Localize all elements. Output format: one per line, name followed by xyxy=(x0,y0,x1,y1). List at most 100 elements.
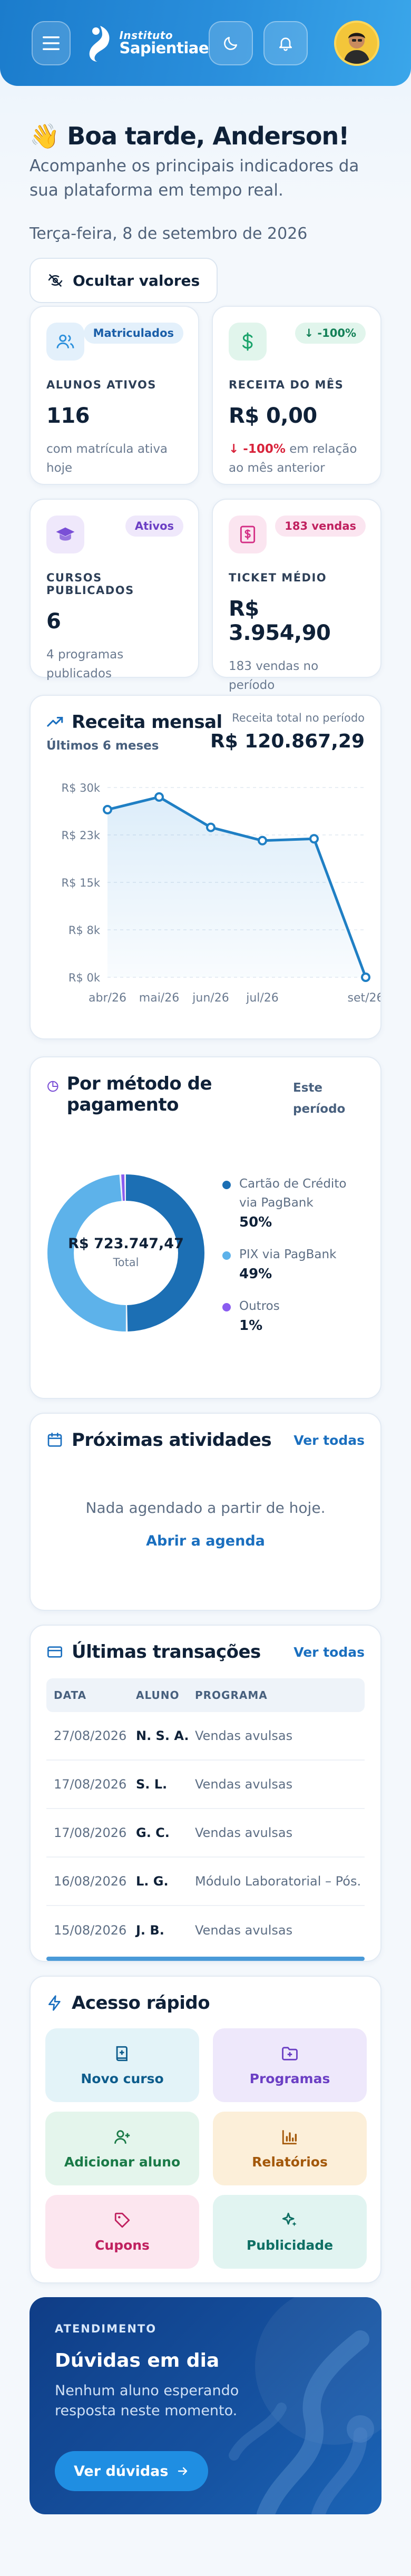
status-badge: Ativos xyxy=(125,516,183,537)
quick-access-header: Acesso rápido xyxy=(46,1992,210,2014)
revenue-chart-card: Receita mensal Últimos 6 meses Receita t… xyxy=(30,695,381,1039)
stat-value: R$ 3.954,90 xyxy=(229,597,331,645)
stat-card-month-revenue[interactable]: ↓ -100% RECEITA DO MÊS R$ 0,00 ↓ -100% e… xyxy=(212,306,381,485)
table-row[interactable]: 16/08/2026 L. G. Módulo Laboratorial – Pós… xyxy=(46,1858,365,1906)
transactions-title: Últimas transações xyxy=(72,1641,261,1663)
revenue-header: Receita mensal xyxy=(46,712,222,733)
quick-add-student[interactable]: Adicionar aluno xyxy=(45,2112,199,2185)
stat-value: 116 xyxy=(46,404,90,428)
support-eyebrow: ATENDIMENTO xyxy=(55,2322,157,2335)
stat-label: RECEITA DO MÊS xyxy=(229,378,344,391)
notifications-button[interactable] xyxy=(263,21,308,65)
table-row[interactable]: 15/08/2026 J. B. Vendas avulsas xyxy=(46,1906,365,1955)
legend-dot xyxy=(222,1251,231,1260)
greeting-section: 👋 Boa tarde, Anderson! Acompanhe os prin… xyxy=(0,86,411,303)
user-avatar[interactable] xyxy=(334,20,379,66)
row-date: 27/08/2026 xyxy=(54,1728,127,1743)
row-program: Vendas avulsas xyxy=(195,1825,293,1840)
activities-title: Próximas atividades xyxy=(72,1430,272,1451)
activities-header: Próximas atividades xyxy=(46,1430,272,1451)
credit-card-icon xyxy=(47,1646,62,1658)
row-program: Vendas avulsas xyxy=(195,1777,293,1792)
brand-logo[interactable]: Instituto Sapientiae xyxy=(84,24,209,63)
legend-label: Cartão de Crédito via PagBank xyxy=(239,1177,347,1210)
x-tick-label: jun/26 xyxy=(192,991,229,1005)
stat-card-published-courses[interactable]: Ativos CURSOS PUBLICADOS 6 4 programas p… xyxy=(30,499,199,681)
support-text: Nenhum aluno esperando resposta neste mo… xyxy=(55,2383,239,2419)
transactions-see-all-link[interactable]: Ver todas xyxy=(293,1644,365,1660)
top-header: Instituto Sapientiae xyxy=(0,0,411,86)
support-card: ATENDIMENTO Dúvidas em dia Nenhum aluno … xyxy=(30,2297,381,2514)
stat-card-average-ticket[interactable]: 183 vendas TICKET MÉDIO R$ 3.954,90 183 … xyxy=(212,499,381,692)
activities-see-all-link[interactable]: Ver todas xyxy=(293,1433,365,1448)
stat-sub: 183 vendas no período xyxy=(229,659,319,692)
series-area xyxy=(107,797,366,977)
view-questions-button[interactable]: Ver dúvidas xyxy=(55,2451,209,2491)
greeting-subtitle: Acompanhe os principais indicadores da s… xyxy=(30,157,359,200)
row-program: Vendas avulsas xyxy=(195,1923,293,1938)
legend-label: PIX via PagBank xyxy=(239,1248,337,1261)
data-point[interactable] xyxy=(103,805,112,814)
status-badge: 183 vendas xyxy=(275,516,366,537)
quick-advertising[interactable]: Publicidade xyxy=(213,2195,367,2269)
row-student: L. G. xyxy=(136,1874,169,1889)
table-row[interactable]: 27/08/2026 N. S. A. Vendas avulsas xyxy=(46,1712,365,1761)
logo-mark-icon xyxy=(90,25,110,62)
quick-new-course[interactable]: Novo curso xyxy=(45,2028,199,2102)
table-row[interactable]: 17/08/2026 S. L. Vendas avulsas xyxy=(46,1761,365,1809)
activities-card: Próximas atividades Ver todas Nada agend… xyxy=(30,1413,381,1611)
payment-header: Por método de pagamento xyxy=(46,1073,257,1115)
folder-plus-icon xyxy=(282,2046,298,2060)
quick-programs[interactable]: Programas xyxy=(213,2028,367,2102)
menu-button[interactable] xyxy=(32,21,71,65)
book-plus-icon xyxy=(116,2046,128,2061)
transactions-table-body: 27/08/2026 N. S. A. Vendas avulsas 17/08/2… xyxy=(46,1712,365,1955)
quick-reports[interactable]: Relatórios xyxy=(213,2112,367,2185)
data-point[interactable] xyxy=(361,973,370,982)
revenue-line-chart: R$ 0k R$ 8k R$ 15k R$ 23k R$ 30k abr/26 mai/26… xyxy=(61,782,380,1005)
legend-pct: 49% xyxy=(239,1266,272,1282)
stat-sub-text: em relação ao mês anterior xyxy=(229,442,357,475)
legend-item: Outros 1% xyxy=(222,1297,375,1334)
x-tick-label: set/26 xyxy=(347,991,380,1005)
x-tick-label: abr/26 xyxy=(89,991,126,1005)
open-agenda-link[interactable]: Abrir a agenda xyxy=(146,1533,265,1549)
quick-coupons[interactable]: Cupons xyxy=(45,2195,199,2269)
hide-values-button[interactable]: Ocultar valores xyxy=(30,258,218,303)
table-scrollbar[interactable] xyxy=(46,1957,365,1961)
stat-value: 6 xyxy=(46,609,61,634)
table-row[interactable]: 17/08/2026 G. C. Vendas avulsas xyxy=(46,1809,365,1858)
stat-label: TICKET MÉDIO xyxy=(229,571,327,584)
donut-slice[interactable] xyxy=(47,1174,204,1331)
sparkles-icon xyxy=(282,2212,297,2226)
donut-slice[interactable] xyxy=(47,1174,204,1331)
trend-negative: ↓ -100% xyxy=(229,442,286,456)
legend-pct: 1% xyxy=(239,1318,263,1334)
y-tick-label: R$ 30k xyxy=(61,782,100,794)
theme-toggle-button[interactable] xyxy=(209,21,253,65)
row-student: G. C. xyxy=(136,1825,170,1840)
stat-card-active-students[interactable]: Matriculados ALUNOS ATIVOS 116 com matrí… xyxy=(30,306,199,485)
activities-empty-text: Nada agendado a partir de hoje. xyxy=(85,1499,326,1517)
quick-label: Programas xyxy=(249,2070,330,2086)
stat-label: ALUNOS ATIVOS xyxy=(46,378,156,391)
payment-method-card: Por método de pagamento Este período R$ … xyxy=(30,1056,381,1399)
tag-icon xyxy=(114,2212,130,2228)
data-point[interactable] xyxy=(154,792,164,802)
transactions-card: Últimas transações Ver todas DATA ALUNO … xyxy=(30,1625,381,1962)
quick-label: Relatórios xyxy=(252,2154,328,2170)
transactions-header: Últimas transações Ver todas xyxy=(46,1641,365,1663)
users-icon xyxy=(46,323,84,361)
donut-center-label: Total xyxy=(113,1256,139,1269)
quick-access-title: Acesso rápido xyxy=(72,1992,210,2014)
data-point[interactable] xyxy=(206,822,216,832)
payment-period: Este período xyxy=(293,1081,346,1116)
row-date: 17/08/2026 xyxy=(54,1777,127,1792)
row-student: J. B. xyxy=(136,1923,164,1938)
stat-sub: 4 programas publicados xyxy=(46,648,124,681)
legend-label: Outros xyxy=(239,1299,280,1313)
data-point[interactable] xyxy=(258,835,267,845)
greeting-text: Boa tarde, Anderson! xyxy=(67,122,349,150)
wave-emoji: 👋 xyxy=(30,122,60,150)
data-point[interactable] xyxy=(309,834,319,844)
